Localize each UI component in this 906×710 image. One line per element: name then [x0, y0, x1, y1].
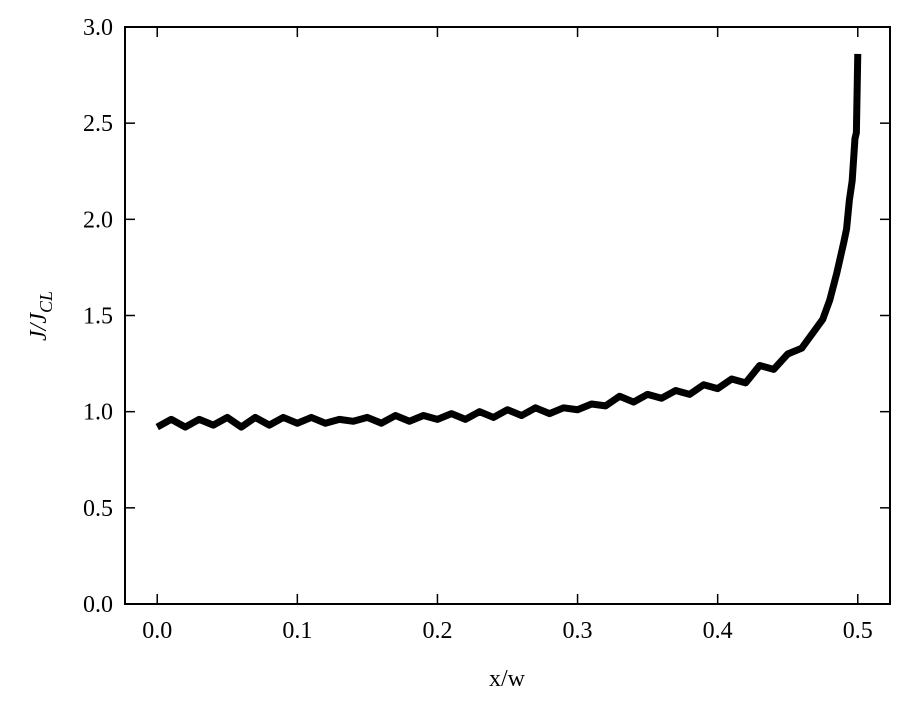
x-tick-label: 0.2	[422, 618, 452, 644]
y-tick-label: 1.5	[83, 304, 113, 330]
x-tick-label: 0.5	[843, 618, 873, 644]
x-tick-label: 0.3	[563, 618, 593, 644]
x-tick-label: 0.4	[703, 618, 733, 644]
y-tick-label: 2.0	[83, 207, 113, 233]
x-tick-label: 0.1	[282, 618, 312, 644]
y-tick-label: 3.0	[83, 15, 113, 41]
y-tick-label: 0.0	[83, 592, 113, 618]
y-tick-label: 1.0	[83, 400, 113, 426]
x-tick-label: 0.0	[142, 618, 172, 644]
plot-frame	[124, 26, 891, 605]
y-axis-label: J/JCL	[26, 291, 56, 341]
data-line	[155, 53, 862, 431]
x-axis-label: x/w	[489, 666, 526, 692]
y-tick-label: 0.5	[83, 496, 113, 522]
y-tick-label: 2.5	[83, 111, 113, 137]
y-axis-label-sub: CL	[36, 291, 56, 313]
y-axis-label-main: J/J	[26, 312, 52, 341]
